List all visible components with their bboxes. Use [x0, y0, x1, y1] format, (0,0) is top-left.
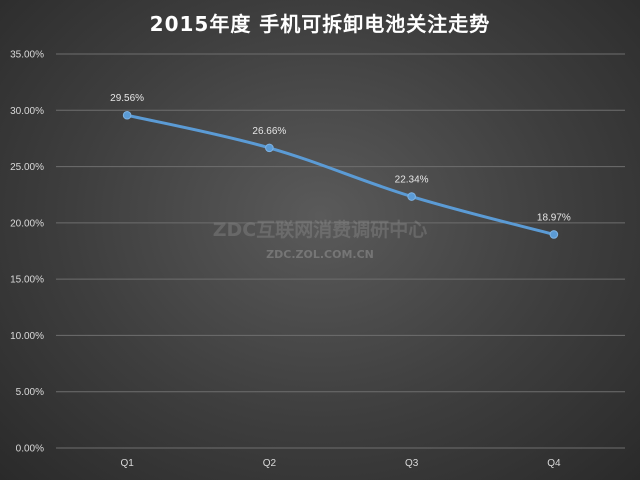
- y-tick-label: 25.00%: [10, 162, 44, 173]
- x-tick-label: Q1: [120, 458, 134, 469]
- gridlines: [56, 53, 625, 449]
- data-label: 29.56%: [110, 93, 144, 104]
- y-tick-label: 5.00%: [16, 387, 44, 398]
- x-tick-label: Q2: [263, 458, 277, 469]
- data-point: [549, 230, 559, 239]
- chart-title: 2015年度 手机可拆卸电池关注走势: [149, 12, 491, 36]
- watermark-sub-text: ZDC.ZOL.COM.CN: [266, 248, 374, 261]
- y-axis-tick-labels: 0.00% 5.00% 10.00% 15.00% 20.00% 25.00% 30.00%…: [10, 50, 44, 455]
- y-tick-label: 20.00%: [10, 218, 44, 229]
- data-label: 22.34%: [395, 175, 429, 186]
- series-line-group: [122, 110, 559, 239]
- series-line: [125, 113, 556, 236]
- x-tick-label: Q4: [547, 458, 561, 469]
- data-point: [407, 192, 416, 201]
- data-label: 26.66%: [252, 126, 286, 137]
- y-tick-label: 35.00%: [10, 50, 44, 61]
- data-labels: 29.56% 26.66% 22.34% 18.97%: [110, 93, 571, 223]
- data-label: 18.97%: [537, 212, 571, 223]
- y-tick-label: 30.00%: [10, 106, 44, 117]
- y-tick-label: 10.00%: [10, 331, 44, 342]
- y-tick-label: 15.00%: [10, 275, 44, 286]
- x-tick-label: Q3: [405, 458, 419, 469]
- x-axis-tick-labels: Q1 Q2 Q3 Q4: [120, 458, 561, 469]
- watermark: ZDC互联网消费调研中心 ZDC.ZOL.COM.CN: [213, 218, 428, 261]
- data-point: [265, 143, 274, 153]
- data-point: [122, 110, 132, 120]
- watermark-main-text: ZDC互联网消费调研中心: [213, 218, 428, 241]
- y-tick-label: 0.00%: [16, 444, 44, 455]
